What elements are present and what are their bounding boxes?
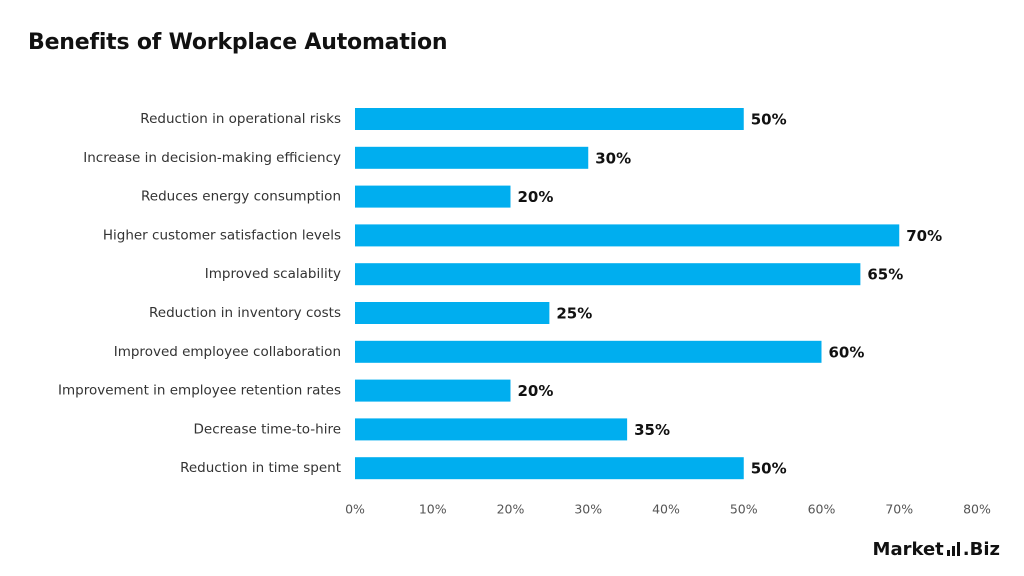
x-tick-label: 80% xyxy=(963,502,991,517)
data-label: 50% xyxy=(751,111,787,129)
x-tick-label: 20% xyxy=(497,502,525,517)
category-label: Decrease time-to-hire xyxy=(194,421,342,437)
category-label: Reduces energy consumption xyxy=(141,189,341,205)
x-tick-label: 60% xyxy=(808,502,836,517)
x-tick-label: 40% xyxy=(652,502,680,517)
category-label: Increase in decision-making efficiency xyxy=(83,150,341,166)
category-label: Reduction in inventory costs xyxy=(149,305,341,321)
data-label: 35% xyxy=(634,421,670,439)
bars-layer xyxy=(355,108,900,480)
category-label: Reduction in time spent xyxy=(180,460,341,476)
x-tick-label: 30% xyxy=(574,502,602,517)
data-label: 50% xyxy=(751,460,787,478)
x-tick-label: 70% xyxy=(885,502,913,517)
data-label: 30% xyxy=(595,149,631,167)
x-tick-label: 50% xyxy=(730,502,758,517)
bar xyxy=(355,457,744,480)
bar xyxy=(355,224,900,247)
bar xyxy=(355,379,511,402)
x-tick-label: 0% xyxy=(345,502,365,517)
marketbiz-logo: Market .Biz xyxy=(873,539,1000,560)
data-label: 70% xyxy=(906,227,942,245)
x-tick-label: 10% xyxy=(419,502,447,517)
category-label: Higher customer satisfaction levels xyxy=(103,227,341,243)
chart-title: Benefits of Workplace Automation xyxy=(28,30,448,55)
value-labels-layer: 50% 30% 20% 70% 65% 25% 60% 20% 35% 50% xyxy=(518,111,943,478)
bar xyxy=(355,263,861,286)
data-label: 60% xyxy=(829,343,865,361)
category-label: Improvement in employee retention rates xyxy=(58,383,341,399)
data-label: 65% xyxy=(867,266,903,284)
category-label: Improved employee collaboration xyxy=(114,344,341,360)
logo-text-left: Market xyxy=(872,539,944,560)
bar xyxy=(355,185,511,208)
category-label: Improved scalability xyxy=(205,266,341,282)
bar xyxy=(355,146,589,169)
x-axis-ticks-layer: 0% 10% 20% 30% 40% 50% 60% 70% 80% xyxy=(345,502,991,517)
bar xyxy=(355,418,628,441)
bar xyxy=(355,340,822,363)
data-label: 20% xyxy=(518,382,554,400)
data-label: 25% xyxy=(556,305,592,323)
category-labels-layer: Reduction in operational risks Increase i… xyxy=(58,111,341,476)
bar xyxy=(355,108,744,130)
category-label: Reduction in operational risks xyxy=(140,111,341,127)
bar xyxy=(355,302,550,324)
bar-chart-icon xyxy=(946,540,960,556)
logo-text-right: .Biz xyxy=(962,539,1000,560)
data-label: 20% xyxy=(518,188,554,206)
